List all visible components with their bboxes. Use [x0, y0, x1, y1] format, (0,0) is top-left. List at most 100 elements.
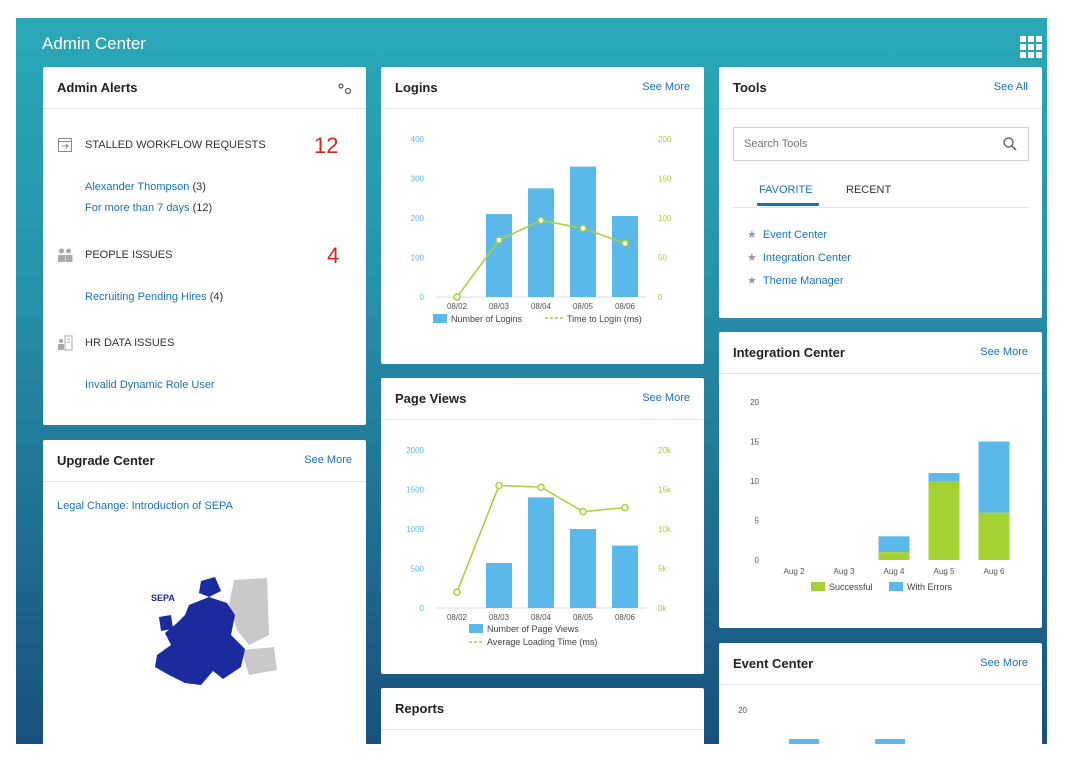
- alert-hr-data-issues[interactable]: HR DATA ISSUES: [57, 335, 174, 351]
- alert-stalled-workflow[interactable]: STALLED WORKFLOW REQUESTS: [57, 137, 266, 153]
- search-icon[interactable]: [1002, 136, 1018, 152]
- alert-count: 4: [327, 243, 340, 268]
- event-bar: [875, 739, 905, 744]
- alert-label: STALLED WORKFLOW REQUESTS: [85, 139, 266, 151]
- bar: [611, 216, 639, 297]
- line-point: [579, 224, 587, 233]
- bar: [485, 562, 513, 608]
- line-point: [579, 507, 587, 516]
- logins-card: Logins See More 0 100 200 300 400 0 50 100 150 20…: [381, 67, 704, 364]
- y-tick-label: 5: [755, 517, 760, 526]
- x-tick-label: 08/02: [447, 302, 468, 311]
- y2-tick-label: 0: [658, 293, 663, 302]
- y2-tick-label: 20k: [658, 446, 672, 455]
- alert-people-issues[interactable]: PEOPLE ISSUES: [57, 247, 172, 263]
- star-icon: ★: [747, 252, 757, 264]
- y2-tick-label: 0k: [658, 604, 667, 613]
- bar: [527, 188, 555, 297]
- favorite-item[interactable]: ★ Theme Manager: [747, 275, 844, 287]
- x-tick-label: 08/05: [573, 613, 594, 622]
- legend-label: Successful: [829, 582, 873, 592]
- y2-tick-label: 50: [658, 254, 667, 263]
- see-more-link[interactable]: See More: [980, 657, 1028, 669]
- y-tick-label: 400: [411, 135, 425, 144]
- logins-chart: 0 100 200 300 400 0 50 100 150 200 08/02 08/03 08/04…: [411, 135, 672, 324]
- y-tick-label: 0: [420, 604, 425, 613]
- see-more-link[interactable]: See More: [304, 454, 352, 466]
- legend-label: Number of Page Views: [487, 624, 579, 634]
- see-more-link[interactable]: See More: [642, 81, 690, 93]
- tab-divider: [733, 207, 1029, 208]
- people-icon: [58, 248, 73, 262]
- y-tick-label: 1000: [406, 525, 424, 534]
- line-point: [537, 483, 545, 491]
- bar: [527, 497, 555, 608]
- y-tick-label: 2000: [406, 446, 424, 455]
- settings-icon[interactable]: [338, 83, 352, 95]
- y2-tick-label: 200: [658, 135, 672, 144]
- alert-link[interactable]: Invalid Dynamic Role User: [85, 379, 215, 391]
- see-all-link[interactable]: See All: [993, 81, 1028, 93]
- legend-swatch: [433, 314, 447, 323]
- bar: [569, 529, 597, 608]
- upgrade-link[interactable]: Legal Change: Introduction of SEPA: [57, 500, 233, 512]
- card-title: Logins: [395, 80, 438, 95]
- line-point: [453, 588, 461, 596]
- y-tick-label: 100: [411, 254, 425, 263]
- see-more-link[interactable]: See More: [642, 392, 690, 404]
- star-icon: ★: [747, 275, 757, 287]
- alert-count: 12: [314, 133, 339, 158]
- stacked-bar-segment: [978, 512, 1010, 560]
- alert-label: PEOPLE ISSUES: [85, 249, 173, 261]
- card-title: Admin Alerts: [57, 80, 138, 95]
- event-center-card: Event Center See More 20: [719, 643, 1042, 744]
- tab-favorite[interactable]: FAVORITE: [759, 184, 813, 196]
- x-tick-label: Aug 6: [984, 567, 1005, 576]
- grid-icon[interactable]: [1020, 36, 1042, 58]
- y2-tick-label: 100: [658, 214, 672, 223]
- legend-swatch: [889, 582, 903, 591]
- integration-chart: 0 5 10 15 20 Aug 2 Aug 3 Aug 4 Aug 5 Aug 6 Success…: [750, 398, 1010, 592]
- y-tick-label: 20: [750, 398, 759, 407]
- bar: [611, 545, 639, 608]
- x-tick-label: 08/03: [489, 613, 510, 622]
- admin-center-canvas: Admin Center Admin Alerts STALLED WORKFL…: [16, 18, 1047, 744]
- legend-label: Number of Logins: [451, 314, 523, 324]
- favorite-item[interactable]: ★ Integration Center: [747, 252, 851, 264]
- card-title: Tools: [733, 80, 767, 95]
- favorite-item[interactable]: ★ Event Center: [747, 229, 828, 241]
- y2-tick-label: 15k: [658, 486, 672, 495]
- alert-link[interactable]: Recruiting Pending Hires (4): [85, 291, 224, 303]
- y-tick-label: 0: [420, 293, 425, 302]
- x-tick-label: 08/05: [573, 302, 594, 311]
- workflow-icon: [58, 138, 72, 152]
- upgrade-center-card: Upgrade Center See More Legal Change: In…: [43, 440, 366, 744]
- search-tools-box[interactable]: [733, 127, 1029, 161]
- line-point: [495, 236, 503, 244]
- stacked-bar-segment: [878, 536, 910, 553]
- bar: [485, 214, 513, 297]
- line-point: [621, 503, 629, 512]
- alert-link[interactable]: For more than 7 days (12): [85, 202, 213, 214]
- y-tick-label: 1500: [406, 486, 424, 495]
- page-title: Admin Center: [42, 34, 146, 53]
- y2-tick-label: 150: [658, 175, 672, 184]
- see-more-link[interactable]: See More: [980, 346, 1028, 358]
- hr-data-icon: [58, 335, 73, 351]
- y-tick-label: 10: [750, 477, 759, 486]
- alert-link[interactable]: Alexander Thompson (3): [85, 181, 206, 193]
- search-input[interactable]: [734, 128, 984, 160]
- x-tick-label: 08/06: [615, 613, 636, 622]
- tab-recent[interactable]: RECENT: [846, 184, 892, 196]
- line-point: [453, 293, 461, 301]
- y2-tick-label: 5k: [658, 565, 667, 574]
- star-icon: ★: [747, 229, 757, 241]
- sepa-label: SEPA: [151, 593, 175, 603]
- legend-label: Average Loading Time (ms): [487, 637, 597, 647]
- y-tick-label: 0: [755, 556, 760, 565]
- event-bar: [789, 739, 819, 744]
- line-point: [495, 481, 503, 490]
- sepa-map-image: SEPA: [151, 577, 277, 685]
- event-center-chart: 20: [738, 706, 905, 744]
- x-tick-label: Aug 4: [884, 567, 905, 576]
